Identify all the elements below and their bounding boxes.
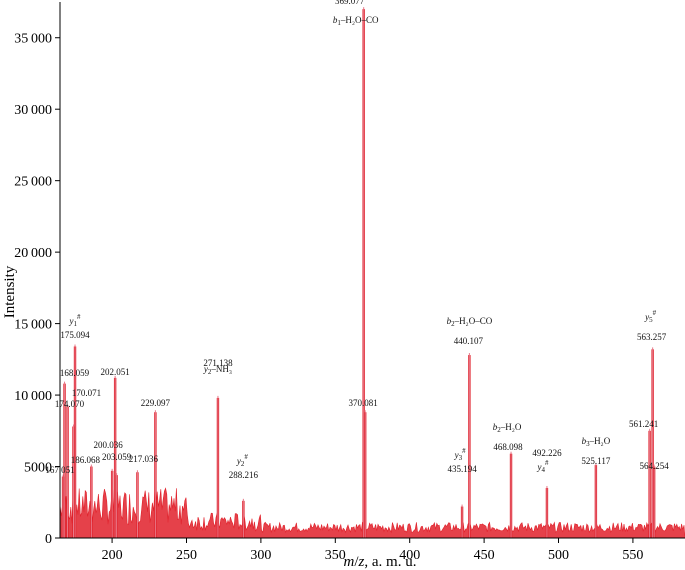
peak-mz-label: 202.051 (101, 367, 130, 377)
x-tick-label: 250 (176, 548, 197, 563)
peak-mz-label: 186.068 (71, 455, 101, 465)
y-axis-title: Intensity (2, 265, 18, 318)
y-tick-label: 20 000 (14, 246, 52, 261)
ion-assignment-label: b2–H₂O–CO (447, 316, 493, 328)
ion-assignment-label: y3# (454, 447, 467, 462)
peak-mz-label: 168.059 (60, 368, 90, 378)
peak-mz-label: 468.098 (493, 442, 523, 452)
x-tick-label: 550 (622, 548, 643, 563)
ion-assignment-label: y2# (236, 453, 249, 468)
peak-mz-label: 175.094 (60, 330, 90, 340)
x-axis-title: m/z, a. m. u. (344, 554, 417, 570)
ion-assignment-label: y1# (69, 313, 82, 328)
y-tick-label: 5000 (24, 461, 52, 476)
peak-mz-label: 563.257 (637, 332, 667, 342)
y-tick-label: 0 (45, 532, 52, 547)
x-tick-label: 350 (325, 548, 346, 563)
peak-mz-label: 561.241 (629, 419, 658, 429)
peak-mz-label: 229.097 (141, 398, 171, 408)
ion-assignment-label: b3–H₂O (582, 436, 611, 448)
peak-layer (61, 7, 656, 538)
x-tick-label: 300 (250, 548, 271, 563)
baseline-noise (59, 487, 685, 539)
axis-layer (59, 2, 685, 539)
peak-mz-label: 440.107 (454, 336, 484, 346)
peak-mz-label: 369.077 (335, 0, 365, 6)
peak-mz-label: 271.138 (203, 358, 233, 368)
tick-layer: 200 250 300 350 400 450 500 550 0 5000 10 000 15 00… (14, 32, 643, 563)
ion-assignment-label: y5# (644, 309, 657, 324)
ion-assignment-label: y4# (536, 459, 549, 474)
peak-mz-label: 492.226 (532, 448, 562, 458)
peak-mz-label: 174.070 (55, 399, 85, 409)
peak-mz-label: 435.194 (447, 464, 477, 474)
x-tick-label: 200 (102, 548, 123, 563)
y-tick-label: 25 000 (14, 175, 52, 190)
peak-mz-label: 170.071 (72, 388, 101, 398)
peak-mz-label: 564.254 (640, 461, 670, 471)
y-tick-label: 30 000 (14, 103, 52, 118)
peak-mz-label: 217.036 (129, 454, 159, 464)
y-tick-label: 15 000 (14, 318, 52, 333)
y-tick-label: 35 000 (14, 32, 52, 47)
peak-mz-label: 370.081 (349, 398, 378, 408)
y-tick-label: 10 000 (14, 389, 52, 404)
peak-mz-label: 525.117 (581, 456, 610, 466)
ion-assignment-label: y2–NH₃ (203, 364, 232, 376)
spectrum-baseline (59, 487, 685, 539)
peak-mz-label: 288.216 (229, 470, 259, 480)
x-tick-label: 400 (399, 548, 420, 563)
x-tick-label: 500 (548, 548, 569, 563)
x-tick-label: 450 (474, 548, 495, 563)
peak-mz-label: 200.036 (94, 440, 124, 450)
ion-assignment-label: b2–H₂O (493, 422, 522, 434)
ion-assignment-label: b1–H₂O–CO (333, 15, 379, 27)
peak-mz-label: 203.059 (102, 452, 132, 462)
label-layer: 369.077 370.081 440.107 468.098 525.117 563.2… (45, 0, 669, 480)
